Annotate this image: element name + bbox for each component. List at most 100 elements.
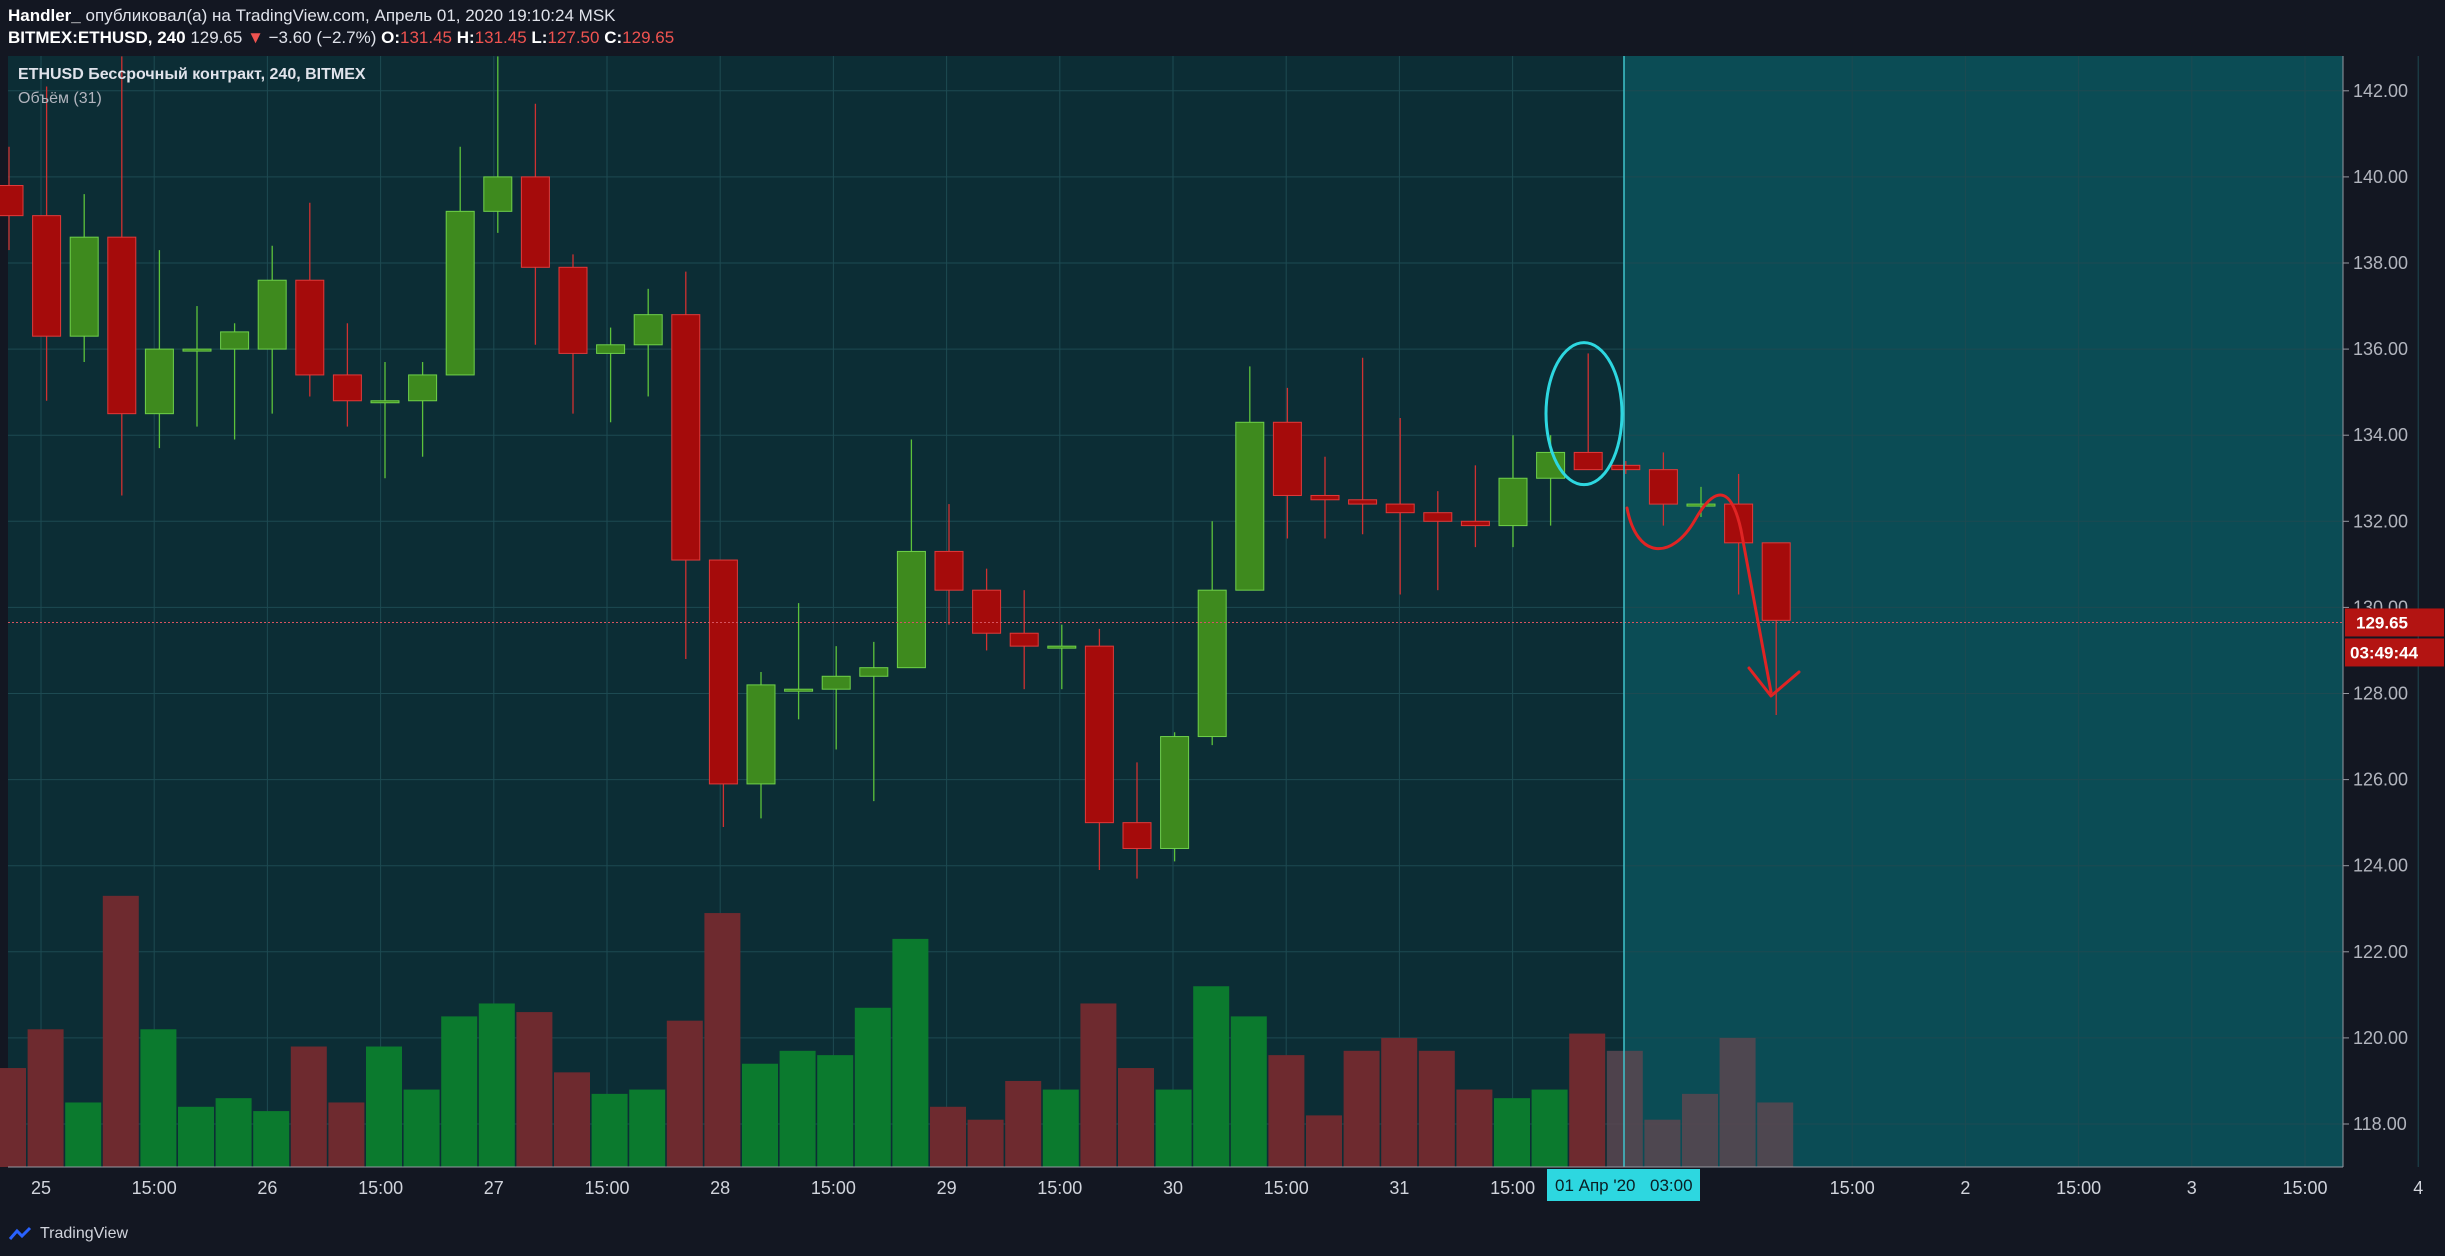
price-tick-label: 128.00: [2353, 684, 2408, 704]
time-tick-label: 25: [31, 1178, 51, 1198]
last-value: 129.65: [190, 28, 243, 47]
volume-bar: [704, 913, 741, 1167]
annotation-arrow[interactable]: [1625, 493, 1801, 698]
volume-bars: [0, 895, 1794, 1167]
author-name[interactable]: Handler_: [8, 6, 81, 25]
price-tick-label: 124.00: [2353, 856, 2408, 876]
close-label: C:: [604, 28, 623, 47]
candle: [1648, 452, 1678, 526]
cursor-time-time: 03:00: [1650, 1176, 1693, 1195]
time-tick-label: 29: [937, 1178, 957, 1198]
candle-body: [1498, 477, 1528, 527]
candle-body: [408, 374, 438, 402]
volume-bar: [102, 895, 139, 1167]
candle-body: [182, 348, 212, 352]
time-tick-label: 15:00: [1037, 1178, 1082, 1198]
candle: [934, 504, 964, 625]
candle: [182, 306, 212, 427]
candle-body: [107, 236, 137, 415]
volume-bar: [967, 1119, 1004, 1167]
candle: [257, 245, 287, 414]
cursor-time-badge-bg: [1547, 1169, 1700, 1201]
high-label: H:: [456, 28, 475, 47]
chart-legend: ETHUSD Бессрочный контракт, 240, BITMEX …: [18, 66, 366, 108]
candle-body: [69, 236, 99, 337]
candle-body: [1235, 421, 1265, 591]
volume-bar: [0, 1068, 26, 1167]
candle: [520, 103, 550, 345]
volume-bar: [554, 1072, 590, 1167]
candle: [32, 86, 62, 401]
candle: [1084, 628, 1114, 871]
candle-body: [1084, 645, 1114, 824]
footer: TradingView: [0, 1213, 2445, 1256]
candle-body: [370, 400, 400, 404]
candle: [896, 439, 926, 669]
candle-body: [1272, 421, 1302, 496]
candle-body: [1423, 512, 1453, 522]
time-tick-label: 15:00: [358, 1178, 403, 1198]
time-tick-label: 26: [257, 1178, 277, 1198]
price-axis[interactable]: 118.00120.00122.00124.00126.00128.00130.…: [2342, 56, 2408, 1167]
candle-body: [1047, 645, 1077, 649]
candle: [1573, 353, 1603, 471]
candle-body: [1460, 520, 1490, 527]
volume-bar: [1531, 1089, 1568, 1167]
tradingview-brand[interactable]: TradingView: [8, 1225, 128, 1243]
annotation-circle[interactable]: [1544, 341, 1624, 487]
publish-line: Handler_ опубликовал(а) на TradingView.c…: [8, 6, 616, 26]
time-tick-label: 15:00: [1830, 1178, 1875, 1198]
candle: [220, 323, 250, 440]
candle-body: [558, 266, 588, 354]
candle-body: [708, 559, 738, 785]
candle: [859, 641, 889, 802]
volume-bar: [854, 1007, 891, 1167]
legend-title[interactable]: ETHUSD Бессрочный контракт, 240, BITMEX: [18, 66, 366, 83]
volume-bar: [27, 1029, 64, 1167]
candle-body: [1122, 822, 1152, 849]
time-axis[interactable]: 25 15:00 26 15:00 27 15:00 28 15:00 29 15:00 30 15:…: [8, 1166, 2423, 1198]
candle-body: [1160, 736, 1190, 849]
candle-body: [821, 675, 851, 690]
volume-bar: [1155, 1089, 1192, 1167]
volume-bar: [441, 1016, 478, 1167]
last-price-badge: [2345, 608, 2444, 637]
time-tick-label: 15:00: [132, 1178, 177, 1198]
time-tick-label: 15:00: [1264, 1178, 1309, 1198]
candle-body: [746, 684, 776, 785]
volume-bar: [666, 1020, 703, 1167]
volume-legend[interactable]: Объём (31): [18, 90, 102, 107]
future-area: [1624, 56, 2343, 1167]
volume-bar: [366, 1046, 402, 1167]
volume-bar: [1080, 1003, 1117, 1167]
price-tick-label: 122.00: [2353, 942, 2408, 962]
tradingview-logo-icon: [8, 1226, 32, 1240]
candle: [483, 56, 513, 233]
low-label: L:: [531, 28, 548, 47]
candle: [370, 362, 400, 479]
candles: [0, 56, 1791, 879]
candle-body: [1197, 589, 1227, 738]
candle-body: [445, 210, 475, 376]
candle: [1122, 762, 1152, 879]
time-tick-label: 3: [2187, 1178, 2197, 1198]
volume-bar: [1005, 1080, 1042, 1167]
volume-bar: [215, 1098, 252, 1167]
price-tick-label: 118.00: [2353, 1114, 2407, 1134]
volume-bar: [253, 1111, 290, 1167]
candle-body: [144, 348, 174, 415]
candle: [972, 568, 1002, 651]
publish-header: Handler_ опубликовал(а) на TradingView.c…: [0, 0, 2445, 55]
candle-body: [220, 331, 250, 350]
ohlc-line: BITMEX:ETHUSD, 240 129.65 ▼ −3.60 (−2.7%…: [8, 28, 674, 48]
candle: [1235, 366, 1265, 591]
candle-body: [1611, 464, 1641, 471]
candle: [708, 559, 738, 827]
candle: [69, 194, 99, 363]
volume-bar: [1306, 1115, 1342, 1167]
open-label: O:: [381, 28, 400, 47]
candle-body: [1761, 542, 1791, 621]
candle: [1611, 461, 1641, 474]
volume-bar: [328, 1102, 365, 1167]
